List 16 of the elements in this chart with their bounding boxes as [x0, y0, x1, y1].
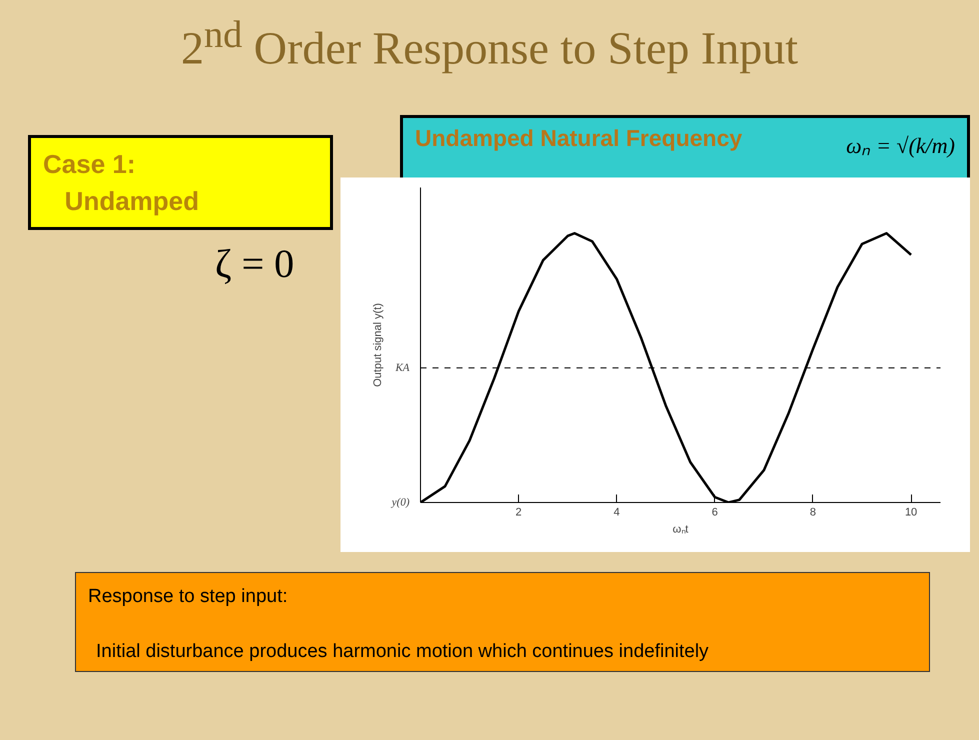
text: Undamped Natural Frequency [415, 125, 742, 151]
x-axis-title: ωₙt [672, 524, 688, 536]
x-tick-label: 4 [614, 506, 620, 518]
x-tick-label: 10 [904, 506, 918, 518]
y-axis-title: Output signal y(t) [372, 303, 384, 387]
text: ωₙ = √(k/m) [846, 132, 955, 160]
x-tick-label: 6 [712, 506, 718, 518]
text: ζ = 0 [215, 241, 294, 286]
ref-line-label: KA [394, 362, 410, 374]
text: Case 1: Undamped [28, 135, 333, 230]
chart-title: 2$^{nd}$ Order Response to Step Input [180, 13, 800, 76]
x-tick-label: 8 [810, 506, 816, 518]
text: Response to step input: [88, 585, 289, 609]
text: Initial disturbance produces harmonic motion which continues indefinitely [95, 640, 710, 664]
x-tick-label: 2 [516, 506, 522, 518]
annotation: y(0) [390, 496, 410, 508]
